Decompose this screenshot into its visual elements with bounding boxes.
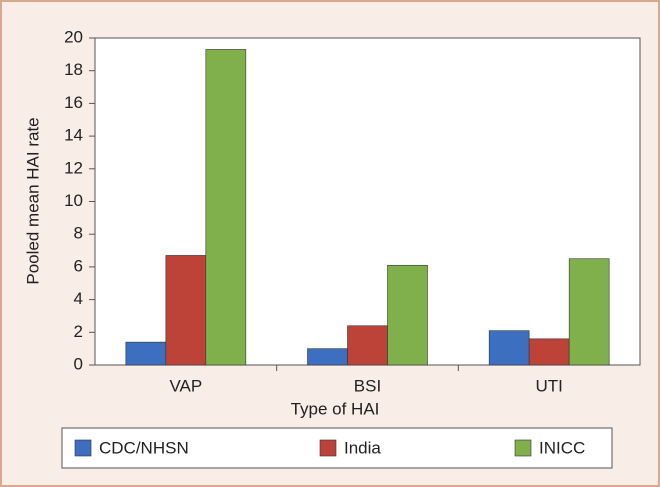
- y-tick-label: 6: [74, 256, 83, 275]
- y-tick-label: 20: [64, 27, 83, 46]
- y-tick-label: 12: [64, 158, 83, 177]
- legend-swatch: [74, 439, 92, 457]
- y-tick-label: 14: [64, 126, 83, 145]
- bar: [205, 49, 247, 366]
- y-tick-label: 10: [64, 191, 83, 210]
- bar: [347, 325, 388, 366]
- bar: [165, 255, 207, 366]
- y-tick-label: 8: [74, 224, 83, 243]
- bar: [387, 264, 428, 366]
- legend-swatch: [514, 439, 532, 457]
- bar: [488, 330, 530, 366]
- x-tick-label: UTI: [535, 376, 562, 395]
- legend-label: India: [344, 438, 381, 457]
- x-tick-label: BSI: [354, 376, 381, 395]
- bar: [568, 258, 610, 366]
- legend-label: CDC/NHSN: [99, 438, 189, 457]
- x-axis-label: Type of HAI: [291, 399, 380, 418]
- y-axis-label: Pooled mean HAI rate: [23, 117, 42, 284]
- legend-label: INICC: [539, 438, 585, 457]
- y-tick-label: 18: [64, 60, 83, 79]
- y-tick-label: 4: [74, 289, 83, 308]
- bar: [528, 338, 570, 366]
- legend-swatch: [319, 439, 337, 457]
- y-tick-label: 2: [74, 322, 83, 341]
- x-tick-label: VAP: [169, 376, 202, 395]
- y-tick-label: 0: [74, 354, 83, 373]
- bar: [307, 348, 348, 366]
- y-tick-label: 16: [64, 93, 83, 112]
- bar: [125, 341, 167, 366]
